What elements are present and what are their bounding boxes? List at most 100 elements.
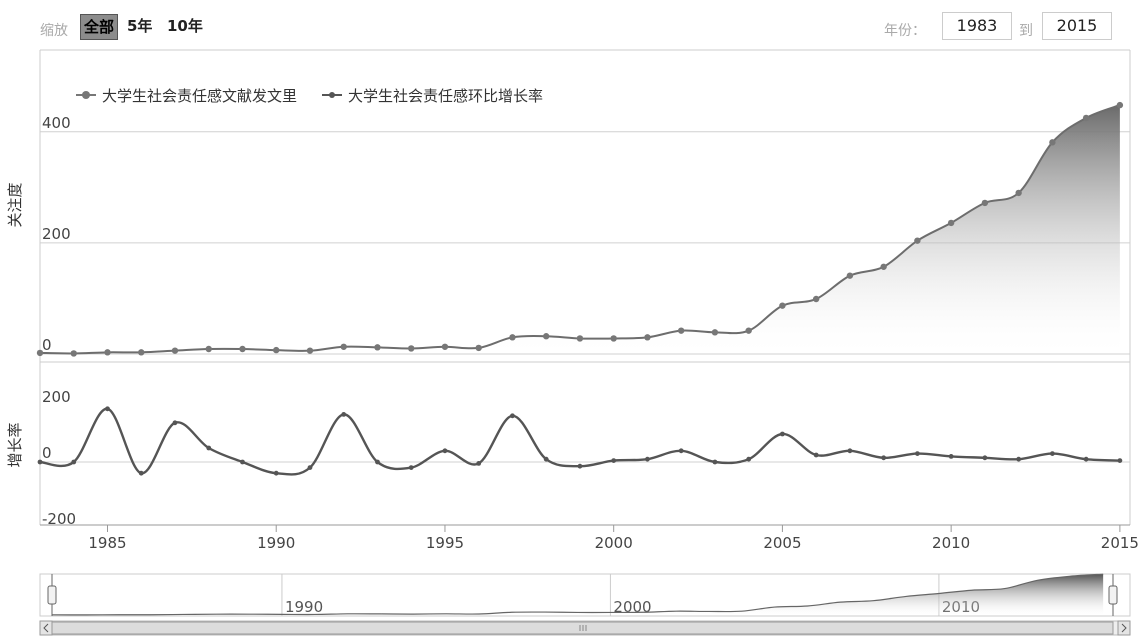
series-1-point (273, 346, 280, 354)
x-tick-label: 1995 (426, 534, 464, 552)
series-1-point (677, 327, 685, 334)
navigator[interactable]: 199020002010 (39, 573, 1131, 636)
x-tick-label: 1990 (257, 534, 295, 552)
series-1-point (374, 344, 381, 351)
series-1-point (509, 334, 516, 341)
series-1-point (542, 333, 550, 340)
legend: 大学生社会责任感文献发文里 大学生社会责任感环比增长率 (76, 87, 543, 105)
series-2-point (780, 431, 785, 437)
series-1-point (812, 295, 820, 303)
toolbar: 缩放 全部 5年 10年 年份： 到 (0, 0, 1138, 50)
series-2-point (408, 465, 414, 470)
navigator-tick-label: 1990 (285, 598, 323, 616)
x-tick-label: 2010 (932, 534, 970, 552)
lower-y-tick-label: -200 (42, 510, 76, 528)
series-2-point (138, 470, 144, 476)
series-1-point (846, 272, 854, 279)
zoom-label: 缩放 (40, 23, 68, 39)
scroll-left-arrow-icon (43, 623, 49, 633)
series-2-point (1083, 456, 1089, 462)
series-1-point (306, 347, 314, 354)
series-1-point (644, 334, 651, 341)
series-1-point (171, 347, 179, 354)
series-2-point (476, 461, 482, 466)
upper-y-tick-label: 200 (42, 225, 71, 243)
legend-dot-series-2 (329, 92, 335, 98)
series-2-point (510, 413, 515, 419)
series-1-point (947, 219, 955, 227)
series-2-point (71, 459, 77, 465)
series-1-point (70, 350, 77, 357)
series-1-point (408, 345, 415, 352)
x-tick-label: 2005 (763, 534, 801, 552)
scroll-right-arrow-icon (1121, 623, 1127, 633)
series-1-area (40, 105, 1120, 354)
series-2-point (982, 455, 988, 461)
series-2-point (1049, 451, 1055, 456)
lower-y-tick-label: 200 (42, 388, 71, 406)
series-1-point (576, 335, 584, 342)
navigator-right-handle[interactable] (1108, 585, 1118, 605)
range-to-label: 到 (1019, 23, 1033, 39)
series-2-point (712, 459, 718, 465)
upper-y-tick-label: 0 (42, 336, 52, 354)
series-1-point (610, 335, 617, 342)
scroll-left-button[interactable] (39, 620, 53, 636)
series-1-point (205, 345, 212, 353)
series-2-point (813, 452, 819, 458)
series-2-point (577, 463, 583, 469)
series-2-point (881, 455, 887, 461)
lower-y-axis-title: 增长率 (6, 422, 24, 467)
legend-label-series-2: 大学生社会责任感环比增长率 (348, 87, 543, 105)
navigator-area (52, 574, 1104, 615)
series-1-point (981, 199, 989, 207)
series-2-point (307, 465, 313, 470)
series-1-point (745, 327, 752, 334)
lower-y-tick-label: 0 (42, 444, 52, 462)
series-1-point (1015, 189, 1022, 197)
series-1-point (104, 349, 111, 356)
series-2-point (543, 456, 549, 462)
series-2-point (375, 459, 380, 465)
series-2-point (948, 454, 954, 459)
series-2-point (273, 470, 279, 476)
series-1-point (1082, 114, 1090, 122)
series-1-point (880, 263, 887, 270)
range-from-input[interactable] (942, 12, 1012, 40)
x-tick-label: 1985 (88, 534, 126, 552)
series-2-point (611, 458, 617, 463)
zoom-all-button[interactable]: 全部 (80, 14, 119, 40)
series-2-point (240, 459, 245, 465)
series-1-point (914, 237, 921, 244)
navigator-line (51, 573, 1104, 616)
series-1-point (441, 343, 449, 350)
zoom-10y-button[interactable]: 10年 (167, 17, 203, 35)
range-label: 年份： (884, 23, 926, 39)
series-1-point (711, 329, 719, 336)
series-1-point (138, 349, 145, 356)
legend-dot-series-1 (82, 91, 90, 99)
scroll-right-button[interactable] (1117, 620, 1131, 636)
series-1-point (475, 344, 482, 352)
series-2-point (678, 448, 684, 454)
upper-y-axis-title: 关注度 (6, 182, 24, 227)
series-2-point (847, 448, 853, 454)
series-1-point (1116, 101, 1124, 109)
series-2-point (645, 456, 650, 462)
upper-y-tick-label: 400 (42, 114, 71, 132)
series-1-point (239, 345, 246, 353)
series-2-point (914, 451, 920, 456)
navigator-left-handle[interactable] (47, 585, 57, 605)
series-1-point (340, 343, 347, 350)
series-1-point (779, 302, 786, 309)
series-2-point (105, 406, 110, 412)
range-to-input[interactable] (1042, 12, 1112, 40)
series-2-point (37, 459, 43, 465)
series-2-point (172, 420, 178, 426)
series-1-point (1049, 139, 1056, 146)
series-2-point (341, 412, 347, 417)
zoom-5y-button[interactable]: 5年 (127, 17, 153, 35)
x-tick-label: 2000 (595, 534, 633, 552)
series-2-point (206, 445, 212, 451)
